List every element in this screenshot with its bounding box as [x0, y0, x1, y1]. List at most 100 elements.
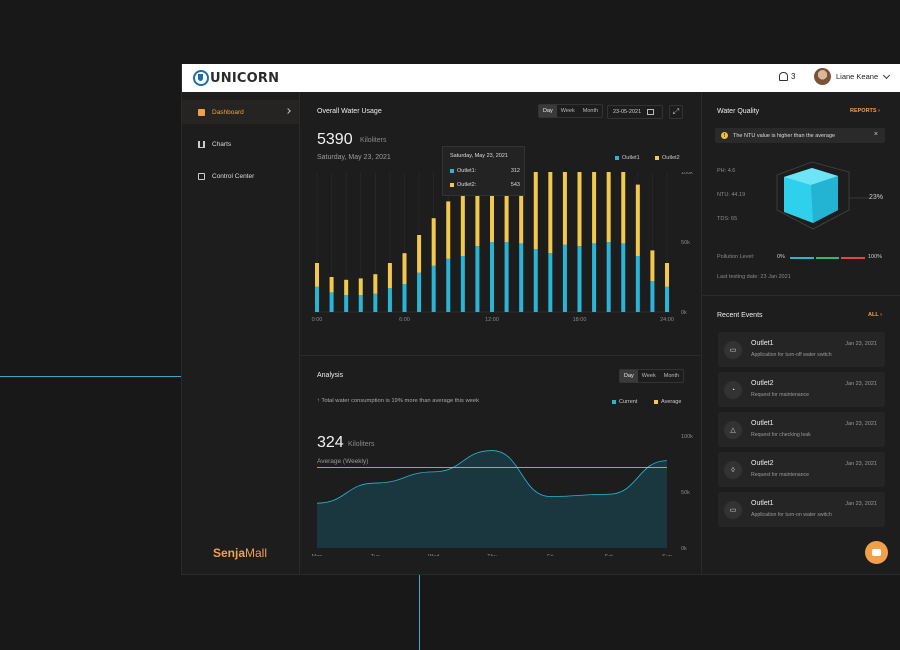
gauge-icon: ◔: [724, 381, 742, 399]
notifications-button[interactable]: 3: [779, 72, 795, 81]
event-date: Jan 23, 2021: [845, 341, 877, 347]
range-day[interactable]: Day: [539, 105, 557, 117]
bar-outlet1: [650, 281, 655, 312]
bar-outlet2: [504, 172, 509, 242]
bar-outlet2: [315, 263, 319, 287]
event-desc: Request for checking leak: [751, 432, 811, 438]
date-value: 23-05-2021: [613, 109, 642, 115]
bar-outlet1: [431, 265, 436, 312]
drop-icon: ◊: [724, 461, 742, 479]
sidebar-item-control-center[interactable]: Control Center: [182, 164, 299, 188]
analysis-unit: Kiloliters: [348, 441, 375, 448]
legend-label: Outlet2: [662, 155, 680, 161]
x-tick-label: Mon: [312, 554, 323, 556]
line-current: [316, 450, 668, 504]
range-week[interactable]: Week: [560, 108, 575, 114]
x-tick-label: Thu: [487, 554, 496, 556]
event-item[interactable]: ▭ Outlet1 Application for turn-off water…: [718, 332, 885, 367]
bar-outlet1: [504, 242, 509, 312]
analysis-value: 324: [317, 434, 344, 451]
ph-value: PH: 4.6: [717, 168, 736, 174]
average-label: Average (Weekly): [317, 458, 369, 465]
bar-outlet2: [606, 172, 611, 242]
tooltip-swatch: [450, 183, 454, 187]
bar-outlet2: [635, 184, 640, 256]
event-title: Outlet2: [751, 460, 774, 467]
legend-label: Current: [619, 399, 638, 405]
chevron-right-icon: ›: [880, 312, 882, 318]
y-tick-label: 0k: [681, 310, 687, 316]
bar-outlet2: [417, 235, 422, 273]
sidebar-item-label: Dashboard: [212, 108, 244, 116]
bar-outlet1: [315, 286, 319, 312]
arrow-up-icon: ↑: [317, 398, 320, 404]
y-tick-label: 50k: [681, 240, 690, 246]
x-tick-label: 18:00: [573, 317, 587, 323]
event-desc: Application for turn-off water switch: [751, 352, 832, 358]
user-menu[interactable]: Liane Keane: [814, 68, 891, 85]
event-item[interactable]: ▭ Outlet1 Application for turn-on water …: [718, 492, 885, 527]
usage-unit: Kiloliters: [360, 137, 387, 144]
range-month[interactable]: Month: [663, 373, 680, 379]
legend-label: Outlet1: [622, 155, 640, 161]
x-tick-label: Sat: [605, 554, 614, 556]
bar-outlet1: [387, 288, 392, 312]
tooltip-label: Outlet2:: [457, 182, 477, 188]
sidebar-item-dashboard[interactable]: Dashboard: [182, 100, 299, 124]
event-item[interactable]: ◊ Outlet2 Request for maintenance Jan 23…: [718, 452, 885, 487]
bar-outlet2: [548, 172, 553, 254]
bar-outlet2: [621, 172, 626, 244]
brand-name: UNICORN: [210, 70, 280, 86]
expand-button[interactable]: ⤢: [669, 105, 683, 119]
event-desc: Application for turn-on water switch: [751, 512, 832, 518]
event-title: Outlet1: [751, 500, 774, 507]
sidebar-item-charts[interactable]: Charts: [182, 132, 299, 156]
bar-outlet1: [490, 242, 494, 312]
expand-icon: ⤢: [672, 107, 680, 116]
x-tick-label: 12:00: [485, 317, 499, 323]
reports-label: REPORTS: [850, 108, 877, 114]
pollution-max: 100%: [868, 254, 883, 260]
range-day[interactable]: Day: [620, 370, 638, 382]
decor-line-horizontal: [0, 376, 181, 377]
x-tick-label: Fri: [547, 554, 553, 556]
logo[interactable]: UNICORN: [193, 70, 279, 86]
analysis-range-toggle: Day Week Month: [619, 369, 685, 383]
decor-line-vertical: [419, 575, 420, 650]
bar-outlet1: [606, 242, 611, 312]
event-item[interactable]: ◔ Outlet2 Request for maintenance Jan 23…: [718, 372, 885, 407]
event-desc: Request for maintenance: [751, 392, 809, 398]
event-date: Jan 23, 2021: [845, 381, 877, 387]
close-icon[interactable]: ×: [873, 131, 878, 138]
range-month[interactable]: Month: [582, 108, 599, 114]
pollution-min: 0%: [777, 254, 785, 260]
bar-outlet2: [650, 250, 655, 282]
water-quality-title: Water Quality: [717, 108, 760, 115]
date-picker[interactable]: 23-05-2021: [607, 105, 663, 119]
all-events-link[interactable]: ALL ›: [868, 312, 882, 318]
analysis-area-chart: Mon Tue Wed Thu Fri Sat Sun 100k 50k 0k: [312, 434, 694, 556]
bar-outlet1: [402, 284, 407, 312]
legend-label: Average: [661, 399, 682, 405]
y-tick-label: 50k: [681, 490, 690, 496]
bar-outlet1: [577, 246, 582, 312]
reports-link[interactable]: REPORTS ›: [850, 108, 880, 114]
chat-button[interactable]: [865, 541, 888, 564]
bar-outlet1: [358, 295, 363, 312]
event-date: Jan 23, 2021: [845, 461, 877, 467]
range-week[interactable]: Week: [641, 373, 656, 379]
control-icon: [198, 172, 205, 180]
event-item[interactable]: △ Outlet1 Request for checking leak Jan …: [718, 412, 885, 447]
usage-date-label: Saturday, May 23, 2021: [317, 154, 391, 161]
event-title: Outlet1: [751, 420, 774, 427]
y-tick-label: 100k: [681, 434, 693, 440]
user-name: Liane Keane: [836, 72, 879, 81]
chevron-down-icon: [883, 71, 891, 79]
sidebar-item-label: Charts: [212, 140, 232, 148]
legend-swatch: [612, 400, 616, 404]
analysis-note: ↑ Total water consumption is 19% more th…: [317, 398, 479, 404]
bar-outlet1: [533, 249, 538, 312]
tooltip-label: Outlet1:: [457, 168, 477, 174]
tooltip-value: 312: [510, 168, 520, 174]
bar-outlet1: [665, 286, 669, 312]
